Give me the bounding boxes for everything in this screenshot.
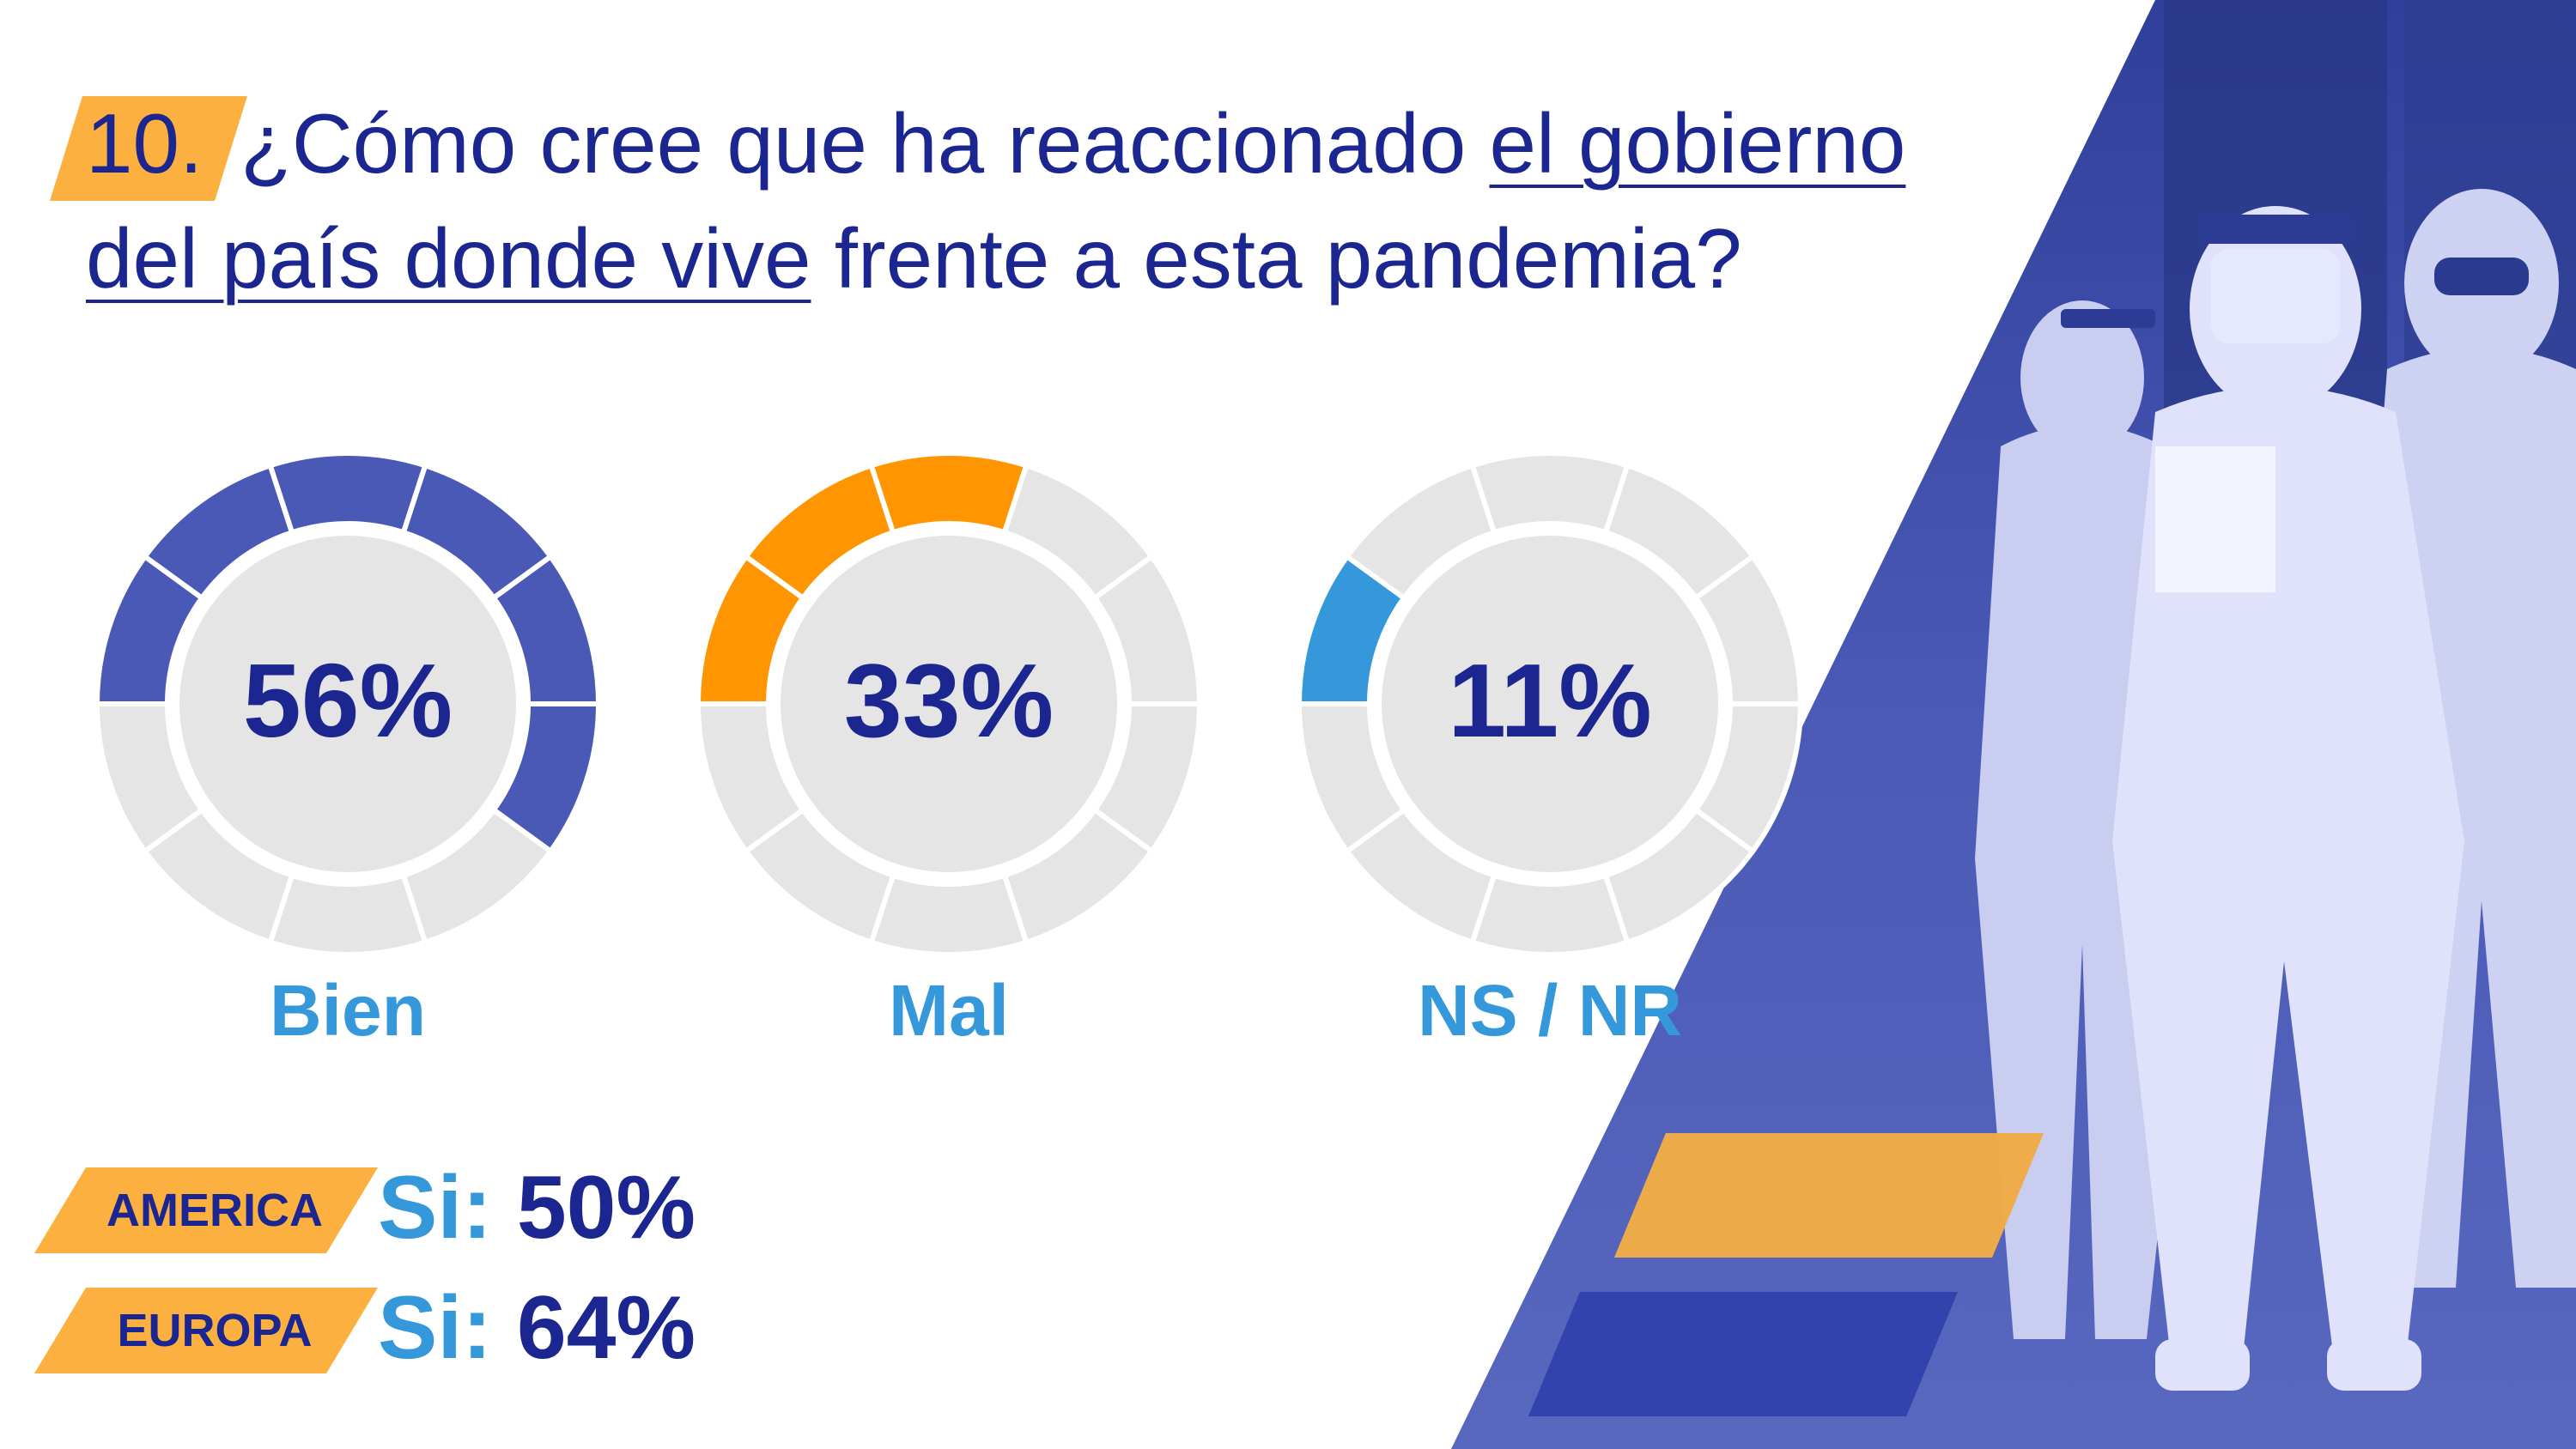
- region-tag-europa: [34, 1288, 378, 1373]
- question-text-suffix: frente a esta pandemia?: [811, 211, 1742, 306]
- region-tag-america: [34, 1167, 378, 1253]
- donut-center: [1382, 536, 1718, 872]
- donut-segment-empty: [867, 871, 1030, 957]
- donut-segment-empty: [94, 701, 206, 855]
- donut-segment-empty: [1296, 701, 1408, 855]
- donut-segment-empty: [1468, 871, 1631, 957]
- region-name-europa: EUROPA: [117, 1305, 313, 1356]
- region-pct-america: 50%: [516, 1158, 696, 1258]
- donut-segment-filled: [266, 451, 429, 537]
- value-label-nsnr: 11%: [1448, 642, 1652, 759]
- donut-segment-empty: [695, 701, 807, 855]
- category-label-nsnr: NS / NR: [1417, 970, 1683, 1051]
- category-label-mal: Mal: [888, 970, 1010, 1051]
- donut-center: [179, 536, 516, 872]
- question-number: 10.: [86, 96, 204, 191]
- donut-chart-mal: [695, 451, 1203, 957]
- question-number-badge: [50, 96, 247, 201]
- value-label-bien: 56%: [242, 642, 453, 759]
- value-label-mal: 33%: [843, 642, 1054, 759]
- category-label-bien: Bien: [269, 970, 427, 1051]
- region-key-europa: Si:: [378, 1278, 492, 1378]
- donut-segment-empty: [1468, 451, 1631, 537]
- region-value-america: Si: 50%: [378, 1163, 696, 1252]
- question-underline-2: del país donde vive: [86, 211, 811, 306]
- question-line-2: del país donde vive frente a esta pandem…: [86, 216, 1742, 300]
- region-name-america: AMERICA: [106, 1185, 323, 1236]
- donut-chart-nsnr: [1296, 451, 1804, 957]
- donut-chart-bien: [94, 451, 602, 957]
- donut-segment-empty: [266, 871, 429, 957]
- donut-segment-filled: [867, 451, 1030, 537]
- question-text-prefix: ¿Cómo cree que ha reaccionado: [240, 96, 1490, 191]
- question-underline-1: el gobierno: [1489, 96, 1906, 191]
- region-value-europa: Si: 64%: [378, 1283, 696, 1373]
- region-pct-europa: 64%: [516, 1278, 696, 1378]
- region-key-america: Si:: [378, 1158, 492, 1258]
- question-line-1: ¿Cómo cree que ha reaccionado el gobiern…: [240, 101, 1905, 185]
- donut-center: [781, 536, 1117, 872]
